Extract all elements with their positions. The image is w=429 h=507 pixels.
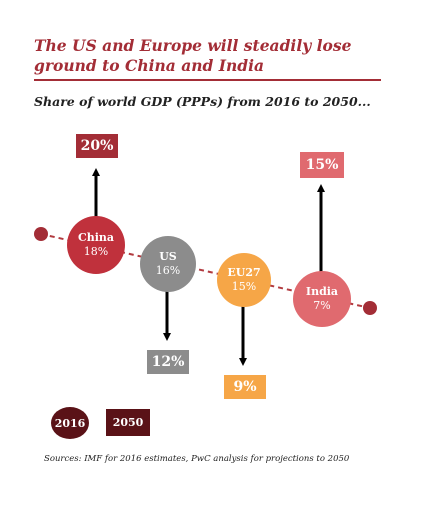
title-divider bbox=[34, 79, 381, 81]
china-label: China bbox=[77, 231, 115, 244]
india-label: India bbox=[305, 285, 339, 298]
box-us-2050: 12% bbox=[147, 350, 189, 374]
circle-us-2016: US 16% bbox=[140, 236, 196, 292]
us-share-2016: 16% bbox=[155, 264, 181, 277]
source-note: Sources: IMF for 2016 estimates, PwC ana… bbox=[44, 454, 350, 464]
box-india-2050: 15% bbox=[300, 152, 344, 178]
india-share-2016: 7% bbox=[313, 299, 331, 312]
circle-eu-2016: EU27 15% bbox=[217, 253, 271, 307]
eu-share-2016: 15% bbox=[231, 280, 257, 293]
eu-label: EU27 bbox=[227, 266, 261, 279]
legend-2050: 2050 bbox=[106, 409, 150, 436]
trend-start-dot bbox=[34, 227, 48, 241]
circle-china-2016: China 18% bbox=[67, 216, 125, 274]
circle-india-2016: India 7% bbox=[293, 271, 351, 327]
legend-2016: 2016 bbox=[51, 407, 89, 439]
chart-title: The US and Europe will steadily lose gro… bbox=[34, 36, 352, 75]
box-china-2050: 20% bbox=[76, 134, 118, 158]
china-share-2016: 18% bbox=[83, 245, 109, 258]
box-eu-2050: 9% bbox=[224, 375, 266, 399]
trend-end-dot bbox=[363, 301, 377, 315]
chart-subtitle: Share of world GDP (PPPs) from 2016 to 2… bbox=[34, 94, 371, 109]
us-label: US bbox=[159, 250, 177, 263]
